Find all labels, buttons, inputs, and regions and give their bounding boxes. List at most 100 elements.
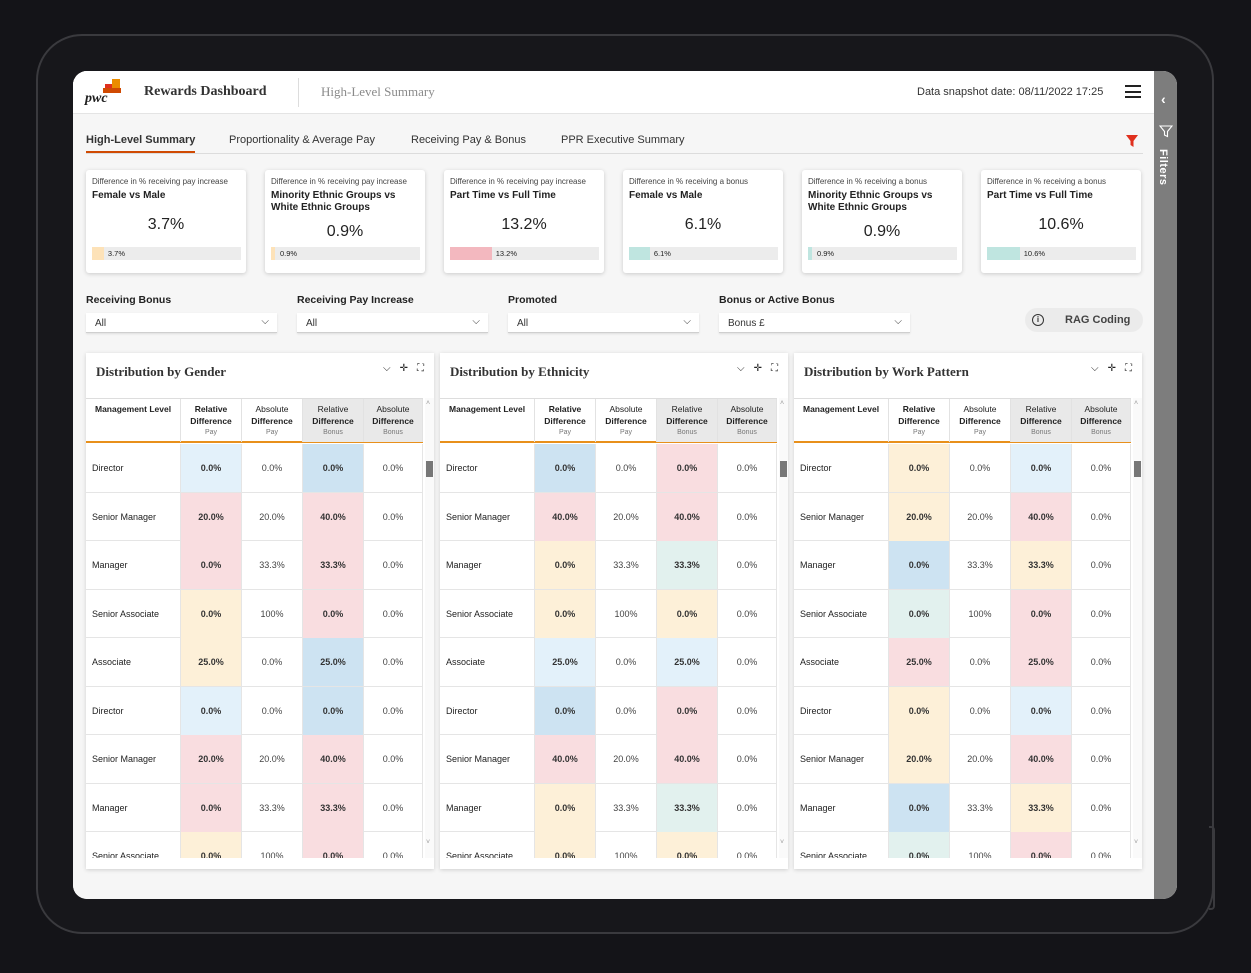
table-row[interactable]: Senior Manager 20.0% 20.0% 40.0% 0.0%	[794, 492, 1131, 541]
chevron-left-icon[interactable]: ‹	[1161, 91, 1166, 107]
scroll-down-icon[interactable]: ˅	[426, 839, 431, 846]
cell-relative-bonus: 40.0%	[1011, 735, 1072, 783]
scroll-up-icon[interactable]: ˄	[426, 400, 431, 407]
kpi-card[interactable]: Difference in % receiving a bonus Part Ti…	[981, 170, 1141, 273]
tab-proportionality-average-pay[interactable]: Proportionality & Average Pay	[229, 134, 375, 146]
table-row[interactable]: Director 0.0% 0.0% 0.0% 0.0%	[440, 686, 777, 735]
focus-mode-icon[interactable]: ⛶	[417, 363, 424, 374]
cell-relative-bonus: 25.0%	[303, 638, 364, 686]
rag-coding-button[interactable]: i RAG Coding	[1025, 308, 1143, 332]
pwc-logo[interactable]: pwc	[85, 77, 125, 109]
table-row[interactable]: Senior Associate 0.0% 100% 0.0% 0.0%	[86, 589, 423, 638]
data-table: Management Level Relative Difference Pay Abs…	[86, 398, 423, 858]
menu-icon[interactable]	[1125, 85, 1141, 98]
column-header[interactable]: Relative Difference Pay	[889, 399, 950, 442]
table-row[interactable]: Manager 0.0% 33.3% 33.3% 0.0%	[86, 541, 423, 590]
column-header-level[interactable]: Management Level	[794, 399, 889, 442]
chevron-down-icon[interactable]: ⌵	[737, 363, 745, 374]
column-header[interactable]: Relative Difference Bonus	[657, 399, 718, 442]
scroll-down-icon[interactable]: ˅	[1134, 839, 1139, 846]
column-header[interactable]: Relative Difference Pay	[535, 399, 596, 442]
table-row[interactable]: Senior Associate 0.0% 100% 0.0% 0.0%	[794, 589, 1131, 638]
column-header[interactable]: Absolute Difference Pay	[950, 399, 1011, 442]
table-row[interactable]: Manager 0.0% 33.3% 33.3% 0.0%	[794, 541, 1131, 590]
table-row[interactable]: Director 0.0% 0.0% 0.0% 0.0%	[86, 444, 423, 493]
filter-active-icon[interactable]	[1126, 135, 1138, 148]
cell-relative-pay: 0.0%	[181, 783, 242, 832]
column-header[interactable]: Absolute Difference Bonus	[718, 399, 777, 442]
cell-relative-pay: 0.0%	[181, 589, 242, 638]
table-scrollbar[interactable]: ˄ ˅	[425, 398, 434, 858]
kpi-card[interactable]: Difference in % receiving a bonus Minorit…	[802, 170, 962, 273]
kpi-card[interactable]: Difference in % receiving pay increase Pa…	[444, 170, 604, 273]
cell-relative-bonus: 0.0%	[1011, 444, 1072, 492]
table-row[interactable]: Associate 25.0% 0.0% 25.0% 0.0%	[86, 638, 423, 687]
column-header[interactable]: Relative Difference Pay	[181, 399, 242, 442]
drill-icon[interactable]: ✛	[399, 363, 408, 374]
cell-relative-pay: 25.0%	[181, 638, 242, 686]
tab-high-level-summary[interactable]: High-Level Summary	[86, 134, 196, 153]
table-row[interactable]: Senior Manager 40.0% 20.0% 40.0% 0.0%	[440, 492, 777, 541]
column-header[interactable]: Relative Difference Bonus	[303, 399, 364, 442]
table-row[interactable]: Senior Manager 40.0% 20.0% 40.0% 0.0%	[440, 735, 777, 784]
tab-receiving-pay-bonus[interactable]: Receiving Pay & Bonus	[411, 134, 526, 146]
promoted-dropdown[interactable]: All ⌵	[508, 313, 699, 333]
scroll-up-icon[interactable]: ˄	[1134, 400, 1139, 407]
table-scrollbar[interactable]: ˄ ˅	[1133, 398, 1142, 858]
table-row[interactable]: Director 0.0% 0.0% 0.0% 0.0%	[86, 686, 423, 735]
receiving-pay-increase-dropdown[interactable]: All ⌵	[297, 313, 488, 333]
table-row[interactable]: Senior Manager 20.0% 20.0% 40.0% 0.0%	[86, 492, 423, 541]
scrollbar-thumb[interactable]	[1134, 461, 1141, 477]
chevron-down-icon[interactable]: ⌵	[383, 363, 391, 374]
column-header[interactable]: Absolute Difference Pay	[596, 399, 657, 442]
header-subline: Bonus	[383, 429, 403, 436]
logo-block	[103, 88, 121, 93]
filters-side-panel[interactable]: ‹ Filters	[1154, 71, 1177, 899]
column-header[interactable]: Absolute Difference Bonus	[1072, 399, 1131, 442]
cell-absolute-bonus: 0.0%	[1072, 444, 1131, 492]
table-row[interactable]: Senior Manager 20.0% 20.0% 40.0% 0.0%	[794, 735, 1131, 784]
column-header[interactable]: Relative Difference Bonus	[1011, 399, 1072, 442]
tab-ppr-executive-summary[interactable]: PPR Executive Summary	[561, 134, 685, 146]
table-row[interactable]: Senior Manager 20.0% 20.0% 40.0% 0.0%	[86, 735, 423, 784]
table-row[interactable]: Manager 0.0% 33.3% 33.3% 0.0%	[440, 541, 777, 590]
scrollbar-thumb[interactable]	[426, 461, 433, 477]
kpi-card[interactable]: Difference in % receiving a bonus Female …	[623, 170, 783, 273]
chevron-down-icon[interactable]: ⌵	[1091, 363, 1099, 374]
focus-mode-icon[interactable]: ⛶	[1125, 363, 1132, 374]
column-header-level[interactable]: Management Level	[86, 399, 181, 442]
focus-mode-icon[interactable]: ⛶	[771, 363, 778, 374]
table-row[interactable]: Director 0.0% 0.0% 0.0% 0.0%	[440, 444, 777, 493]
column-header[interactable]: Absolute Difference Bonus	[364, 399, 423, 442]
scroll-down-icon[interactable]: ˅	[780, 839, 785, 846]
table-row[interactable]: Senior Associate 0.0% 100% 0.0% 0.0%	[794, 832, 1131, 858]
table-row[interactable]: Manager 0.0% 33.3% 33.3% 0.0%	[794, 783, 1131, 832]
column-header-level[interactable]: Management Level	[440, 399, 535, 442]
scrollbar-thumb[interactable]	[780, 461, 787, 477]
bonus-or-active-bonus-dropdown[interactable]: Bonus £ ⌵	[719, 313, 910, 333]
table-row[interactable]: Director 0.0% 0.0% 0.0% 0.0%	[794, 686, 1131, 735]
column-header[interactable]: Absolute Difference Pay	[242, 399, 303, 442]
table-row[interactable]: Senior Associate 0.0% 100% 0.0% 0.0%	[440, 589, 777, 638]
table-row[interactable]: Senior Associate 0.0% 100% 0.0% 0.0%	[440, 832, 777, 858]
cell-absolute-pay: 0.0%	[242, 444, 303, 492]
cell-absolute-bonus: 0.0%	[1072, 589, 1131, 638]
drill-icon[interactable]: ✛	[753, 363, 762, 374]
receiving-bonus-dropdown[interactable]: All ⌵	[86, 313, 277, 333]
cell-absolute-pay: 0.0%	[950, 444, 1011, 492]
cell-absolute-pay: 33.3%	[950, 541, 1011, 589]
kpi-bar-fill	[271, 247, 276, 260]
table-row[interactable]: Associate 25.0% 0.0% 25.0% 0.0%	[440, 638, 777, 687]
page-title: High-Level Summary	[321, 84, 435, 99]
scroll-up-icon[interactable]: ˄	[780, 400, 785, 407]
table-row[interactable]: Senior Associate 0.0% 100% 0.0% 0.0%	[86, 832, 423, 858]
table-row[interactable]: Manager 0.0% 33.3% 33.3% 0.0%	[86, 783, 423, 832]
table-row[interactable]: Director 0.0% 0.0% 0.0% 0.0%	[794, 444, 1131, 493]
table-scrollbar[interactable]: ˄ ˅	[779, 398, 788, 858]
kpi-card[interactable]: Difference in % receiving pay increase Fe…	[86, 170, 246, 273]
cell-level: Manager	[86, 783, 181, 832]
table-row[interactable]: Associate 25.0% 0.0% 25.0% 0.0%	[794, 638, 1131, 687]
drill-icon[interactable]: ✛	[1107, 363, 1116, 374]
table-row[interactable]: Manager 0.0% 33.3% 33.3% 0.0%	[440, 783, 777, 832]
kpi-card[interactable]: Difference in % receiving pay increase Mi…	[265, 170, 425, 273]
